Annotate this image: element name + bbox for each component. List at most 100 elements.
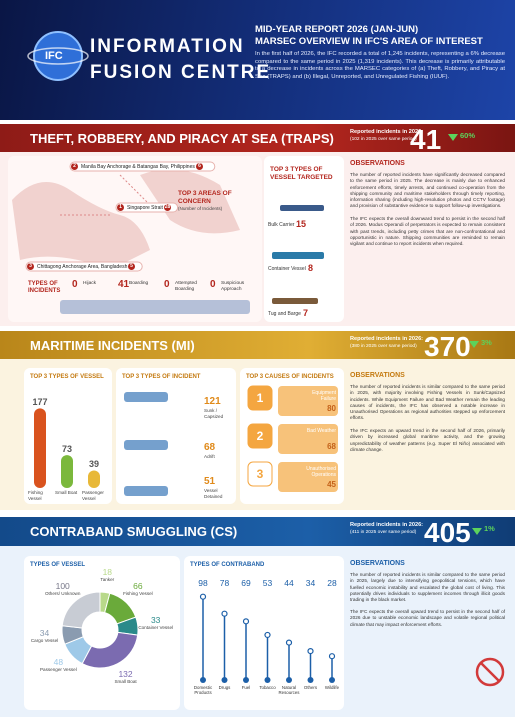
- ship-icon: [124, 486, 168, 496]
- reported-change: 3%: [481, 338, 492, 347]
- observations-title: OBSERVATIONS: [350, 372, 405, 379]
- report-subtitle: MARSEC OVERVIEW IN IFC'S AREA OF INTERES…: [255, 36, 483, 47]
- change-arrow: [472, 528, 482, 535]
- slice-label: Tanker: [100, 577, 115, 583]
- cause-rank-box: [247, 423, 273, 449]
- bar: [88, 470, 100, 488]
- section-title: MARITIME INCIDENTS (MI): [30, 338, 195, 353]
- vessel-count: 8: [308, 263, 314, 273]
- vessel-name: Tug and Barge: [268, 311, 301, 317]
- incident-count: 0: [72, 279, 78, 290]
- area-rank: 2: [73, 163, 76, 169]
- bar-label: Fishing Vessel: [28, 490, 43, 501]
- bar: [61, 455, 73, 488]
- section-title: THEFT, ROBBERY, AND PIRACY AT SEA (TRAPS…: [30, 131, 334, 146]
- slice-value: 18: [102, 567, 113, 578]
- contraband-value: 28: [327, 578, 337, 588]
- header-bg: [0, 0, 515, 120]
- cause-count: 68: [327, 442, 336, 451]
- logo-circle: [33, 31, 83, 81]
- cause-count: 45: [327, 480, 336, 489]
- areas-note: (Number of Incidents): [178, 206, 223, 211]
- ship-icon: [272, 298, 318, 304]
- lollipop-base: [286, 677, 292, 683]
- incident-name: Sunk / Capsized: [204, 408, 224, 419]
- contraband-label: Natural Resources: [278, 685, 300, 696]
- vessel-count: 15: [296, 219, 307, 229]
- cause-name: Unauthorised Operations: [306, 466, 336, 478]
- incident-name: Boarding: [129, 281, 149, 286]
- donut-slice: [61, 591, 101, 629]
- lollipop-head: [221, 610, 228, 617]
- area-rank: 3: [29, 263, 32, 269]
- slice-value: 66: [133, 581, 143, 592]
- cause-rank-box: [247, 385, 273, 411]
- area-rank-badge: [27, 263, 34, 270]
- area-label-bg: [25, 261, 143, 272]
- area-rank-badge: [117, 204, 124, 211]
- map-land: [140, 169, 240, 234]
- reported-label: Reported incidents in 2026:: [350, 522, 424, 528]
- contraband-label: Domestic Products: [193, 685, 213, 696]
- area-rank-badge: [71, 163, 78, 170]
- area-count: 6: [198, 163, 201, 169]
- cs-vessel-title: TYPES OF VESSEL: [30, 562, 86, 568]
- section-title: CONTRABAND SMUGGLING (CS): [30, 524, 238, 539]
- prohibited-icon: [480, 662, 500, 682]
- observation-text: The IFC expects the overall upward trend…: [350, 609, 505, 627]
- vessel-name: Container Vessel: [268, 266, 306, 272]
- observation-text: The number of reported incidents is simi…: [350, 572, 505, 603]
- cause-rank: 2: [256, 429, 264, 443]
- observation-text: The number of reported incidents is simi…: [350, 384, 505, 421]
- change-arrow: [469, 341, 479, 348]
- area-name: Chittagong Anchorage Area, Bangladesh: [37, 263, 128, 270]
- contraband-label: Fuel: [241, 685, 251, 690]
- reported-count: 370: [424, 331, 471, 362]
- slice-value: 33: [150, 615, 161, 626]
- slice-label: Passenger Vessel: [39, 667, 77, 673]
- mi-incident-card: [116, 368, 236, 504]
- cs-vessel-card: [24, 556, 180, 710]
- lollipop-base: [264, 677, 271, 683]
- mi-incident-title: TOP 3 TYPES OF INCIDENT: [122, 374, 201, 380]
- cause-name: Bad Weather: [306, 428, 336, 434]
- ship-icon: [124, 392, 168, 402]
- logo-orbit: [27, 47, 89, 65]
- slice-label: Small Boat: [114, 679, 137, 685]
- reported-count: 41: [410, 124, 442, 155]
- org-name: FUSION CENTRE: [90, 62, 272, 83]
- contraband-value: 98: [198, 578, 208, 588]
- reported-count: 405: [424, 517, 471, 548]
- lollipop-head: [285, 639, 293, 646]
- incidents-title: TYPES OF INCIDENTS: [28, 281, 61, 295]
- cause-rank: 3: [256, 467, 264, 481]
- lollipop-head: [328, 653, 336, 660]
- slice-label: Fishing Vessel: [123, 591, 153, 597]
- area-count-badge: [164, 204, 171, 211]
- reported-label: Reported incidents in 2026:: [350, 129, 424, 135]
- area-label-bg: [69, 161, 216, 172]
- mi-band: [0, 331, 515, 359]
- ship-icon: [272, 252, 324, 259]
- contraband-title: TYPES OF CONTRABAND: [190, 562, 265, 568]
- contraband-value: 44: [284, 578, 294, 588]
- logo-text: IFC: [45, 50, 63, 62]
- lollipop-head: [307, 647, 314, 655]
- ship-icon: [280, 205, 324, 211]
- vessel-count: 7: [303, 308, 309, 318]
- bar-value: 73: [61, 444, 72, 455]
- slice-label: Cargo Vessel: [30, 638, 59, 644]
- donut-slice: [81, 631, 139, 669]
- bar-value: 177: [32, 397, 48, 408]
- cause-name: Equipment Failure: [312, 390, 336, 402]
- slice-label: Container Vessel: [138, 625, 174, 631]
- traps-band: [0, 124, 515, 152]
- report-summary: In the first half of 2026, the IFC recor…: [255, 51, 505, 80]
- reported-previous: (380 in 2025 over same period): [350, 344, 417, 349]
- contraband-label: Drugs: [218, 685, 231, 690]
- incident-name: Suspicious Approach: [221, 281, 245, 292]
- ship-icon: [124, 440, 168, 450]
- area-count-badge: [128, 263, 135, 270]
